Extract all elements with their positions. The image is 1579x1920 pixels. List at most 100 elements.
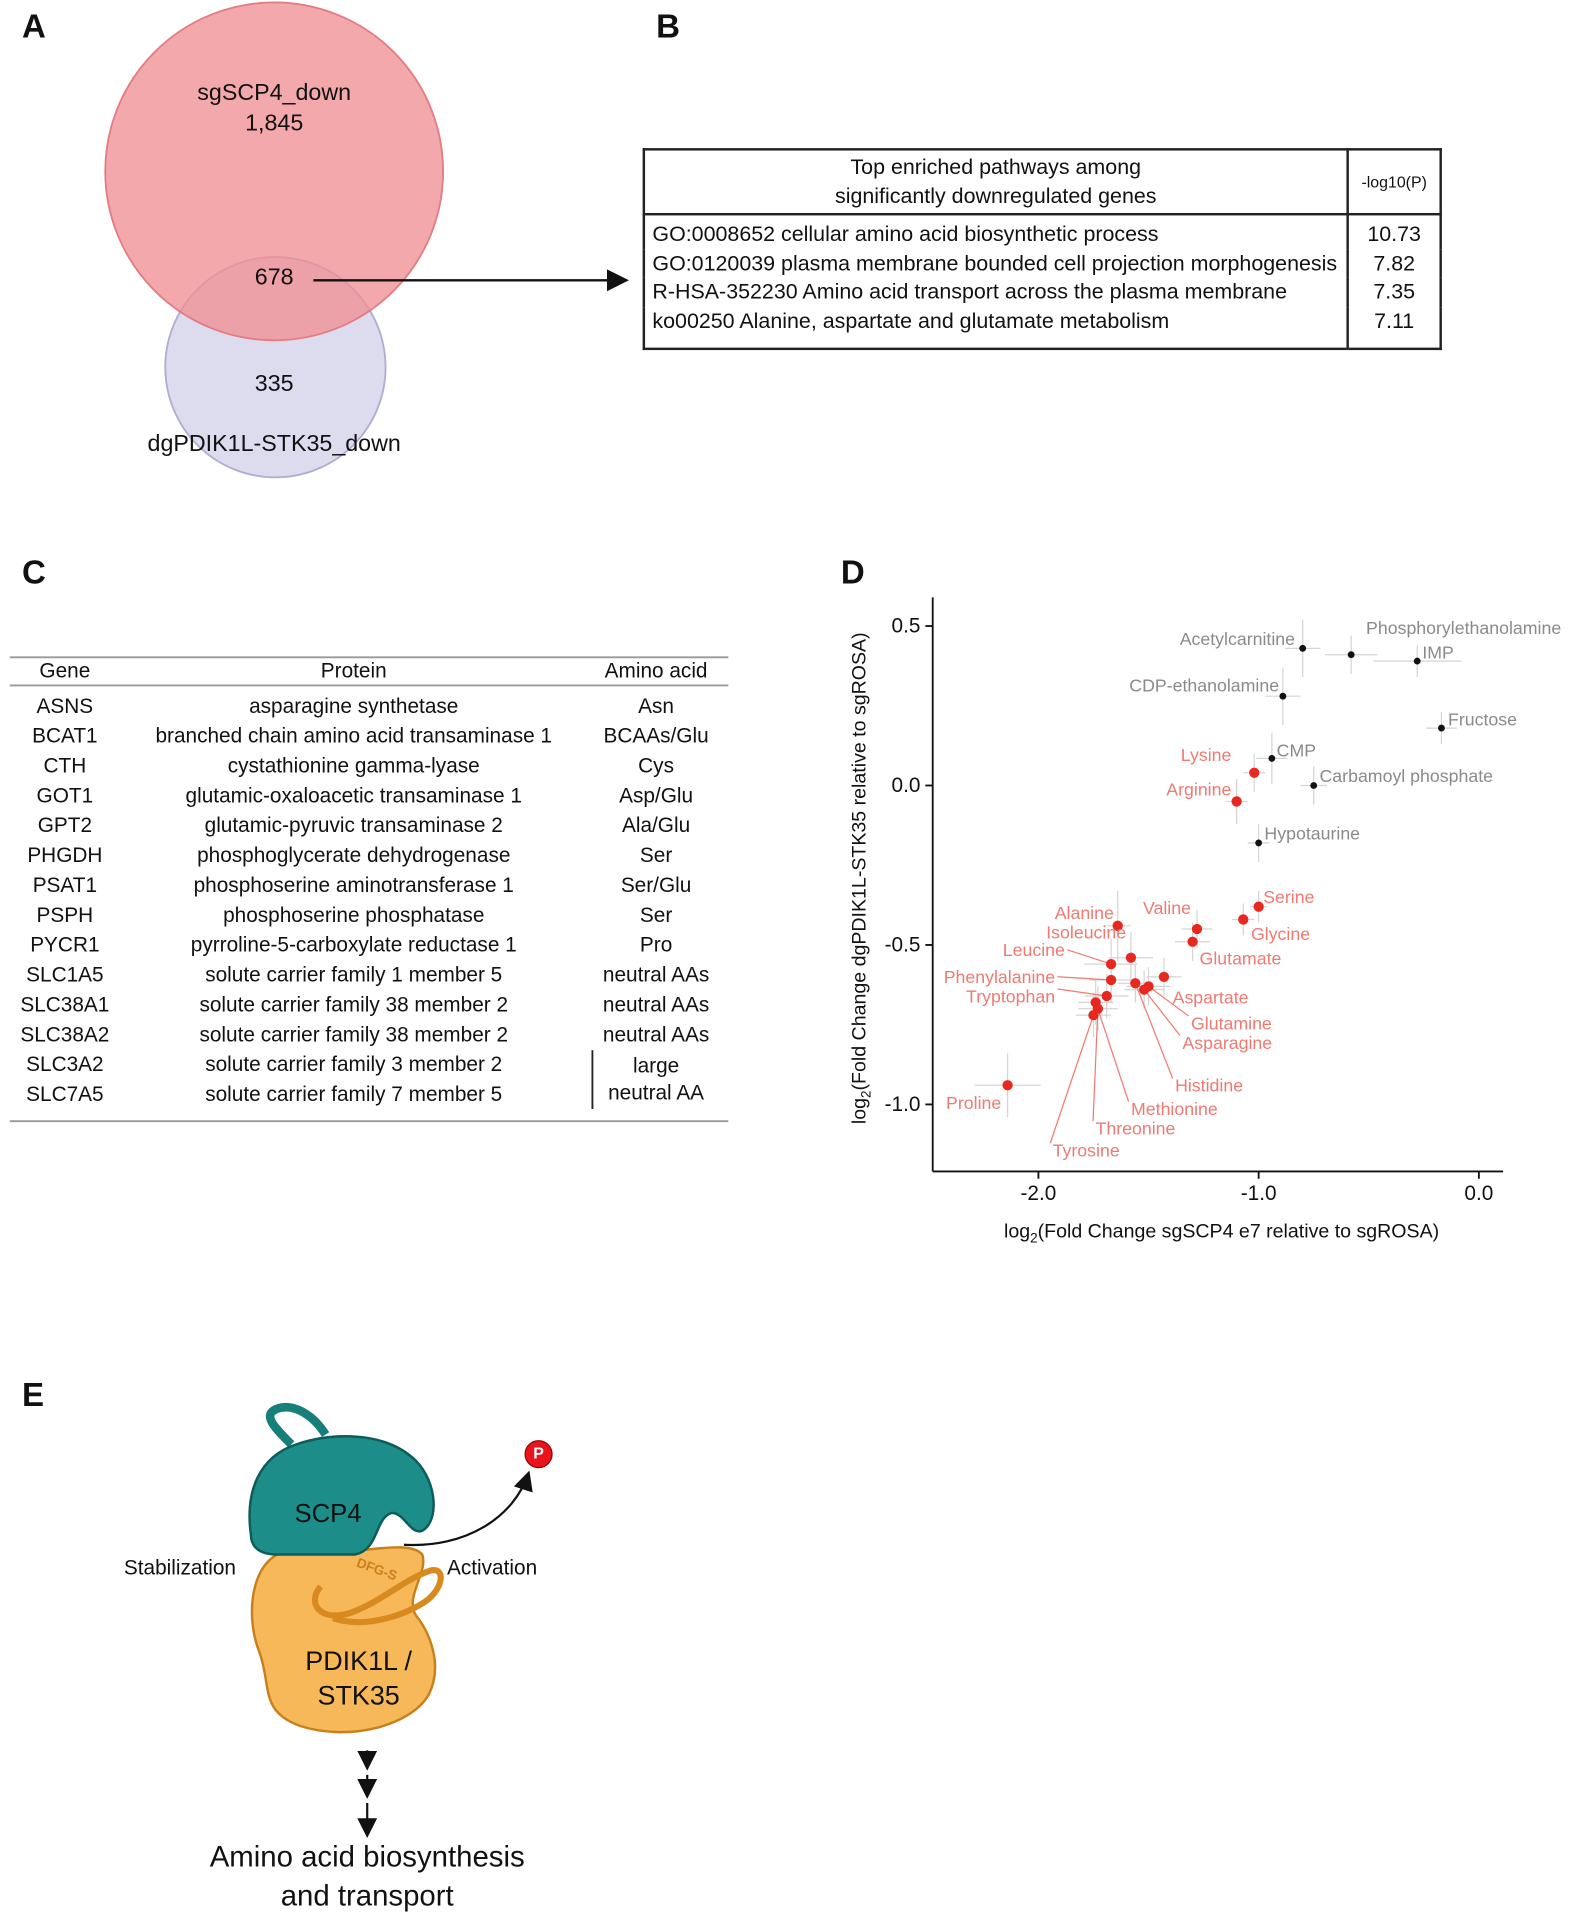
point-label: Phenylalanine — [944, 967, 1056, 987]
point — [1299, 644, 1307, 652]
leader-line — [1143, 989, 1181, 1036]
point — [1158, 971, 1170, 982]
diagram-label: Stabilization — [124, 1556, 236, 1579]
point — [1130, 978, 1141, 989]
point-label: CMP — [1277, 740, 1316, 760]
axis-title-part: log — [848, 1098, 870, 1124]
axis-title: log2(Fold Change sgSCP4 e7 relative to s… — [1004, 1220, 1439, 1245]
point-label: CDP-ethanolamine — [1129, 675, 1279, 695]
table-cell: solute carrier family 3 member 2 — [205, 1053, 502, 1076]
table-cell: Cys — [638, 754, 674, 777]
axis-title: log2(Fold Change dgPDIK1L-STK35 relative… — [848, 632, 873, 1124]
point-label: Lysine — [1181, 745, 1232, 765]
pathway-cell: ko00250 Alanine, aspartate and glutamate… — [652, 307, 1170, 333]
table-cell: neutral AAs — [603, 964, 709, 987]
table-row: GO:0120039 plasma membrane bounded cell … — [644, 249, 1441, 278]
table-cell: phosphoglycerate dehydrogenase — [197, 844, 510, 867]
table-cell: SLC1A5 — [26, 964, 103, 987]
outcome-label: and transport — [281, 1880, 454, 1913]
point-label: Tryptophan — [966, 986, 1055, 1006]
table-cell: phosphoserine aminotransferase 1 — [194, 874, 514, 897]
table-cell: asparagine synthetase — [249, 695, 458, 718]
table-row: R-HSA-352230 Amino acid transport across… — [644, 277, 1441, 307]
point-label: Threonine — [1096, 1119, 1176, 1139]
y-tick-label: 0.5 — [892, 615, 921, 638]
point-label: Serine — [1263, 887, 1314, 907]
protein-label: SCP4 — [294, 1500, 361, 1528]
point-label: Fructose — [1448, 710, 1517, 730]
outcome-label: Amino acid biosynthesis — [210, 1840, 525, 1873]
table-cell: glutamic-pyruvic transaminase 2 — [205, 814, 503, 837]
point-label: Glutamate — [1200, 948, 1282, 968]
table-cell: solute carrier family 7 member 5 — [205, 1083, 502, 1106]
table-cell: PSPH — [37, 904, 94, 927]
score-cell: 10.73 — [1346, 214, 1441, 250]
score-cell: 7.35 — [1346, 277, 1441, 307]
point — [1002, 1080, 1013, 1091]
axis-title-part: (Fold Change sgSCP4 e7 relative to sgROS… — [1038, 1220, 1440, 1242]
leader-line — [1067, 949, 1112, 965]
table-cell: solute carrier family 1 member 5 — [205, 964, 502, 987]
venn-count: 1,845 — [245, 109, 303, 135]
table-cell: PHGDH — [27, 844, 102, 867]
point-label: Acetylcarnitine — [1180, 629, 1295, 649]
leader-line — [1049, 1014, 1095, 1144]
table-cell: Ser — [640, 904, 672, 927]
table-cell: Ala/Glu — [622, 814, 690, 837]
header-text: significantly downregulated genes — [834, 182, 1157, 208]
table-cell: SLC38A2 — [20, 1023, 109, 1046]
table-cell: Pro — [640, 934, 672, 957]
point — [1187, 936, 1198, 947]
point — [1112, 920, 1123, 931]
leader-line — [1134, 983, 1174, 1079]
point — [1105, 958, 1117, 970]
y-tick-label: -1.0 — [885, 1093, 921, 1116]
x-tick-label: -2.0 — [1020, 1182, 1056, 1205]
score-cell: 7.82 — [1346, 249, 1441, 278]
table-cell: CTH — [43, 754, 86, 777]
table-cell: neutral AA — [608, 1082, 704, 1105]
pathway-cell: GO:0008652 cellular amino acid biosynthe… — [652, 221, 1159, 247]
table-cell: solute carrier family 38 member 2 — [199, 993, 508, 1016]
table-cell: Ser/Glu — [621, 874, 692, 897]
point-label: IMP — [1422, 642, 1454, 662]
axis-title-sub: 2 — [1030, 1230, 1037, 1245]
venn-circle — [104, 1, 445, 342]
column-header: Protein — [321, 659, 387, 682]
table-cell: SLC7A5 — [26, 1083, 103, 1106]
table-cell: glutamic-oxaloacetic transaminase 1 — [186, 784, 522, 807]
table-cell: branched chain amino acid transaminase 1 — [155, 725, 552, 748]
point — [1279, 692, 1287, 700]
point — [1125, 952, 1137, 963]
point — [1101, 990, 1112, 1002]
point-label: Aspartate — [1173, 988, 1249, 1008]
point — [1253, 901, 1264, 912]
table-cell: PYCR1 — [30, 934, 99, 957]
point — [1268, 754, 1276, 762]
scp4-tail — [266, 1403, 330, 1448]
header-cell: -log10(P) — [1346, 148, 1442, 216]
leader-line — [1057, 988, 1107, 997]
table-cell: GOT1 — [37, 784, 94, 807]
column-header: Amino acid — [605, 659, 708, 682]
point-label: Arginine — [1166, 779, 1231, 799]
gene-table: Gene Protein Amino acid ASNS asparagine synt… — [20, 659, 709, 1106]
point-label: Methionine — [1131, 1099, 1218, 1119]
diagram-label: Activation — [447, 1556, 537, 1579]
leader-line — [1148, 985, 1189, 1017]
table-cell: neutral AAs — [603, 1023, 709, 1046]
panel-label: D — [841, 554, 865, 591]
protein-label: PDIK1L / — [305, 1646, 412, 1676]
point — [1088, 1009, 1099, 1021]
scp4-shape — [248, 1435, 435, 1556]
table-cell: cystathionine gamma-lyase — [228, 754, 480, 777]
axis-title-part: (Fold Change dgPDIK1L-STK35 relative to … — [848, 632, 870, 1090]
point — [1347, 651, 1355, 659]
point — [1413, 657, 1421, 665]
phospho-label: P — [533, 1446, 544, 1463]
header-cell: Top enriched pathways among significantl… — [642, 148, 1349, 216]
table-cell: Asn — [638, 695, 674, 718]
